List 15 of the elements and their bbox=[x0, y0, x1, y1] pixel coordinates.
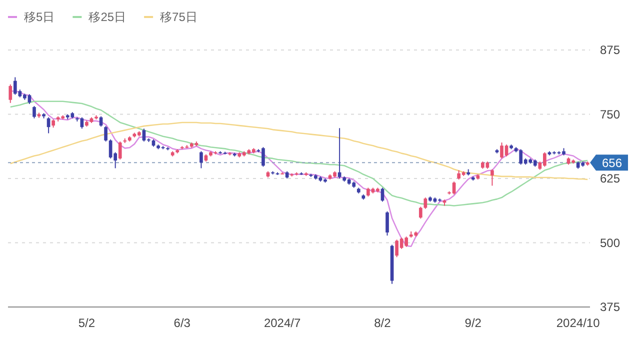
ref-line-label: 656 bbox=[602, 156, 622, 170]
y-tick-label: 750 bbox=[600, 107, 620, 122]
y-tick-label: 500 bbox=[600, 236, 620, 250]
x-tick-label: 8/2 bbox=[374, 316, 392, 330]
legend-label: 移75日 bbox=[160, 10, 198, 24]
x-tick-label: 2024/7 bbox=[264, 316, 301, 330]
x-tick-label: 6/3 bbox=[174, 316, 191, 330]
x-tick-label: 9/2 bbox=[464, 316, 482, 330]
y-tick-label: 625 bbox=[600, 172, 620, 186]
x-tick-label: 2024/10 bbox=[556, 316, 600, 330]
legend-label: 移5日 bbox=[24, 10, 55, 24]
y-tick-label: 375 bbox=[600, 300, 620, 314]
x-tick-label: 5/2 bbox=[78, 316, 96, 330]
legend-label: 移25日 bbox=[88, 10, 126, 24]
y-tick-label: 875 bbox=[600, 43, 620, 57]
